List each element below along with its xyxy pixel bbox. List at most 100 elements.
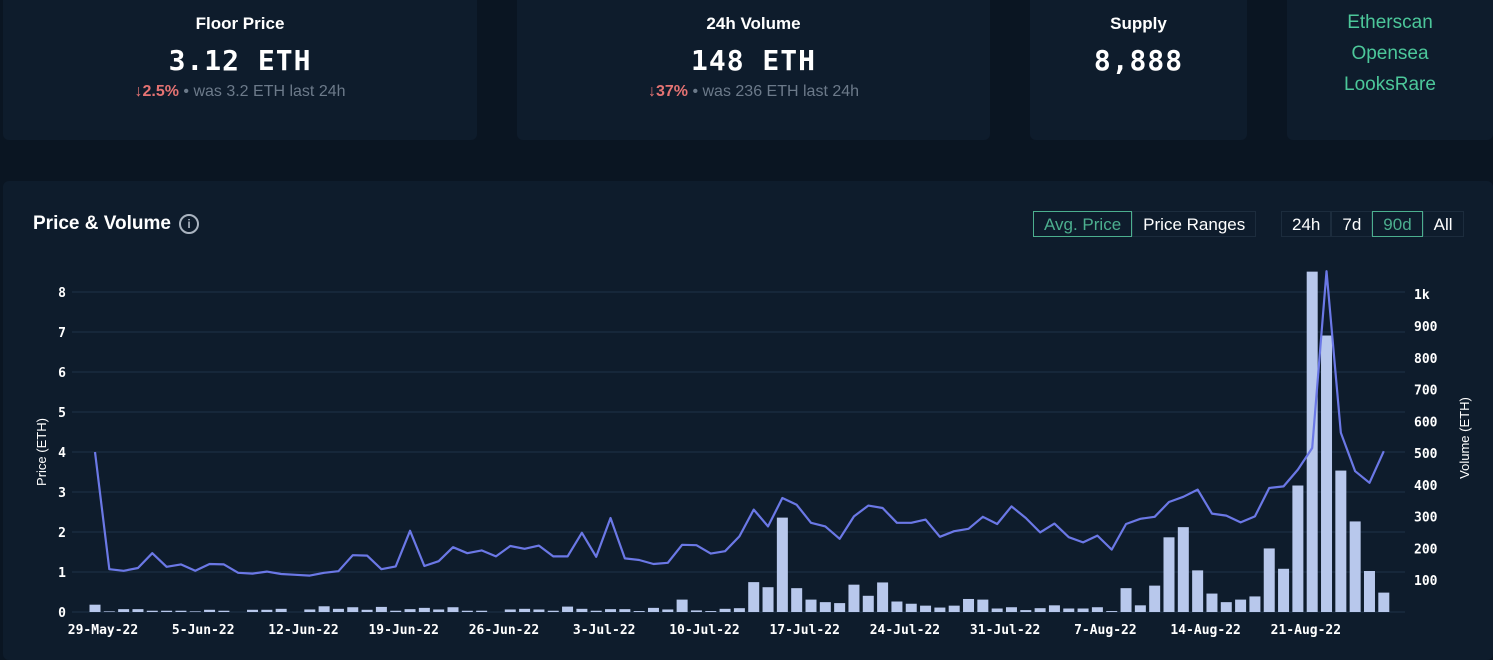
volume-bar — [1292, 485, 1304, 612]
price-ranges-button[interactable]: Price Ranges — [1132, 211, 1257, 237]
etherscan-link[interactable]: Etherscan — [1347, 12, 1433, 33]
volume-bar — [690, 610, 702, 612]
volume-bar — [418, 607, 430, 612]
volume-card: 24h Volume 148 ETH ↓37% • was 236 ETH la… — [517, 0, 990, 140]
looksrare-link[interactable]: LooksRare — [1344, 74, 1436, 95]
volume-bar — [361, 609, 373, 612]
volume-bar — [819, 602, 831, 612]
volume-bar — [934, 607, 946, 612]
volume-bar — [676, 599, 688, 612]
range-90d-button[interactable]: 90d — [1372, 211, 1423, 237]
y2-tick-label: 500 — [1414, 447, 1438, 462]
volume-bar — [662, 609, 674, 612]
opensea-link[interactable]: Opensea — [1351, 43, 1429, 64]
volume-bar — [633, 611, 645, 612]
range-24h-button[interactable]: 24h — [1281, 211, 1332, 237]
volume-bar — [776, 517, 788, 612]
volume-bar — [562, 606, 574, 612]
volume-bar — [1363, 571, 1375, 612]
volume-bar — [1048, 605, 1060, 612]
x-tick-label: 12-Jun-22 — [268, 623, 338, 638]
y-tick-label: 2 — [58, 526, 66, 541]
change-percent: ↓2.5% — [134, 83, 179, 100]
volume-bar — [733, 608, 745, 612]
volume-value: 148 ETH — [690, 44, 816, 77]
volume-bar — [1134, 605, 1146, 612]
card-title: 24h Volume — [706, 14, 801, 33]
y2-tick-label: 1k — [1414, 288, 1430, 303]
volume-bar — [1206, 593, 1218, 612]
y-tick-label: 0 — [58, 606, 66, 621]
y2-tick-label: 700 — [1414, 384, 1438, 399]
supply-card: Supply 8,888 — [1030, 0, 1247, 140]
range-all-button[interactable]: All — [1422, 211, 1464, 237]
y2-axis-title: Volume (ETH) — [1457, 397, 1472, 479]
y2-tick-label: 600 — [1414, 415, 1438, 430]
volume-bar — [1235, 599, 1247, 612]
volume-bar — [1063, 608, 1075, 612]
y-tick-label: 4 — [58, 446, 66, 461]
volume-bar — [705, 611, 717, 612]
range-toggle: 24h 7d 90d All — [1281, 211, 1464, 237]
volume-bar — [834, 603, 846, 612]
volume-bar — [848, 584, 860, 612]
card-title: Floor Price — [195, 14, 285, 33]
volume-bar — [146, 610, 158, 612]
volume-bar — [1335, 470, 1347, 612]
info-icon[interactable]: i — [178, 214, 199, 234]
y-tick-label: 1 — [58, 566, 66, 581]
y2-tick-label: 200 — [1414, 542, 1438, 557]
change-note: • was 3.2 ETH last 24h — [183, 83, 346, 100]
x-tick-label: 14-Aug-22 — [1170, 623, 1240, 638]
volume-bar — [576, 608, 588, 612]
x-tick-label: 7-Aug-22 — [1074, 623, 1137, 638]
range-7d-button[interactable]: 7d — [1331, 211, 1373, 237]
x-tick-label: 10-Jul-22 — [669, 623, 739, 638]
y-tick-label: 8 — [58, 286, 66, 301]
volume-bar — [247, 609, 259, 612]
volume-bar — [261, 609, 273, 612]
volume-bar — [390, 610, 402, 612]
volume-bar — [791, 588, 803, 612]
volume-bar — [218, 610, 230, 612]
x-tick-label: 31-Jul-22 — [970, 623, 1040, 638]
x-tick-label: 19-Jun-22 — [368, 623, 438, 638]
x-tick-label: 21-Aug-22 — [1271, 623, 1341, 638]
y2-tick-label: 300 — [1414, 511, 1438, 526]
volume-bar — [89, 604, 101, 612]
volume-bar — [1321, 335, 1333, 612]
volume-change: ↓37% • was 236 ETH last 24h — [517, 83, 990, 101]
volume-bar — [862, 595, 874, 612]
volume-bar — [605, 609, 617, 612]
volume-bar — [204, 609, 216, 612]
volume-bar — [103, 611, 115, 612]
volume-bar — [991, 608, 1003, 612]
volume-bar — [1263, 548, 1275, 612]
volume-bar — [1120, 588, 1132, 612]
volume-bar — [275, 608, 287, 612]
volume-bar — [1378, 592, 1390, 612]
change-note: • was 236 ETH last 24h — [692, 83, 860, 100]
y2-tick-label: 900 — [1414, 320, 1438, 335]
volume-bar — [1077, 608, 1089, 612]
y-axis-title: Price (ETH) — [34, 418, 49, 486]
links-card: Etherscan Opensea LooksRare — [1287, 0, 1493, 140]
y2-tick-label: 400 — [1414, 479, 1438, 494]
volume-bar — [332, 608, 344, 612]
volume-bar — [748, 582, 760, 612]
volume-bar — [1163, 537, 1175, 612]
y2-tick-label: 800 — [1414, 352, 1438, 367]
avg-price-button[interactable]: Avg. Price — [1033, 211, 1133, 237]
x-tick-label: 17-Jul-22 — [769, 623, 839, 638]
x-tick-label: 5-Jun-22 — [172, 623, 235, 638]
y-tick-label: 6 — [58, 366, 66, 381]
volume-bar — [1349, 521, 1361, 612]
supply-value: 8,888 — [1093, 44, 1184, 77]
volume-bar — [805, 599, 817, 612]
volume-bar — [1005, 607, 1017, 612]
volume-bar — [447, 607, 459, 612]
volume-bar — [590, 610, 602, 612]
volume-bar — [1149, 585, 1161, 612]
volume-bar — [1106, 611, 1118, 612]
volume-bar — [963, 598, 975, 612]
